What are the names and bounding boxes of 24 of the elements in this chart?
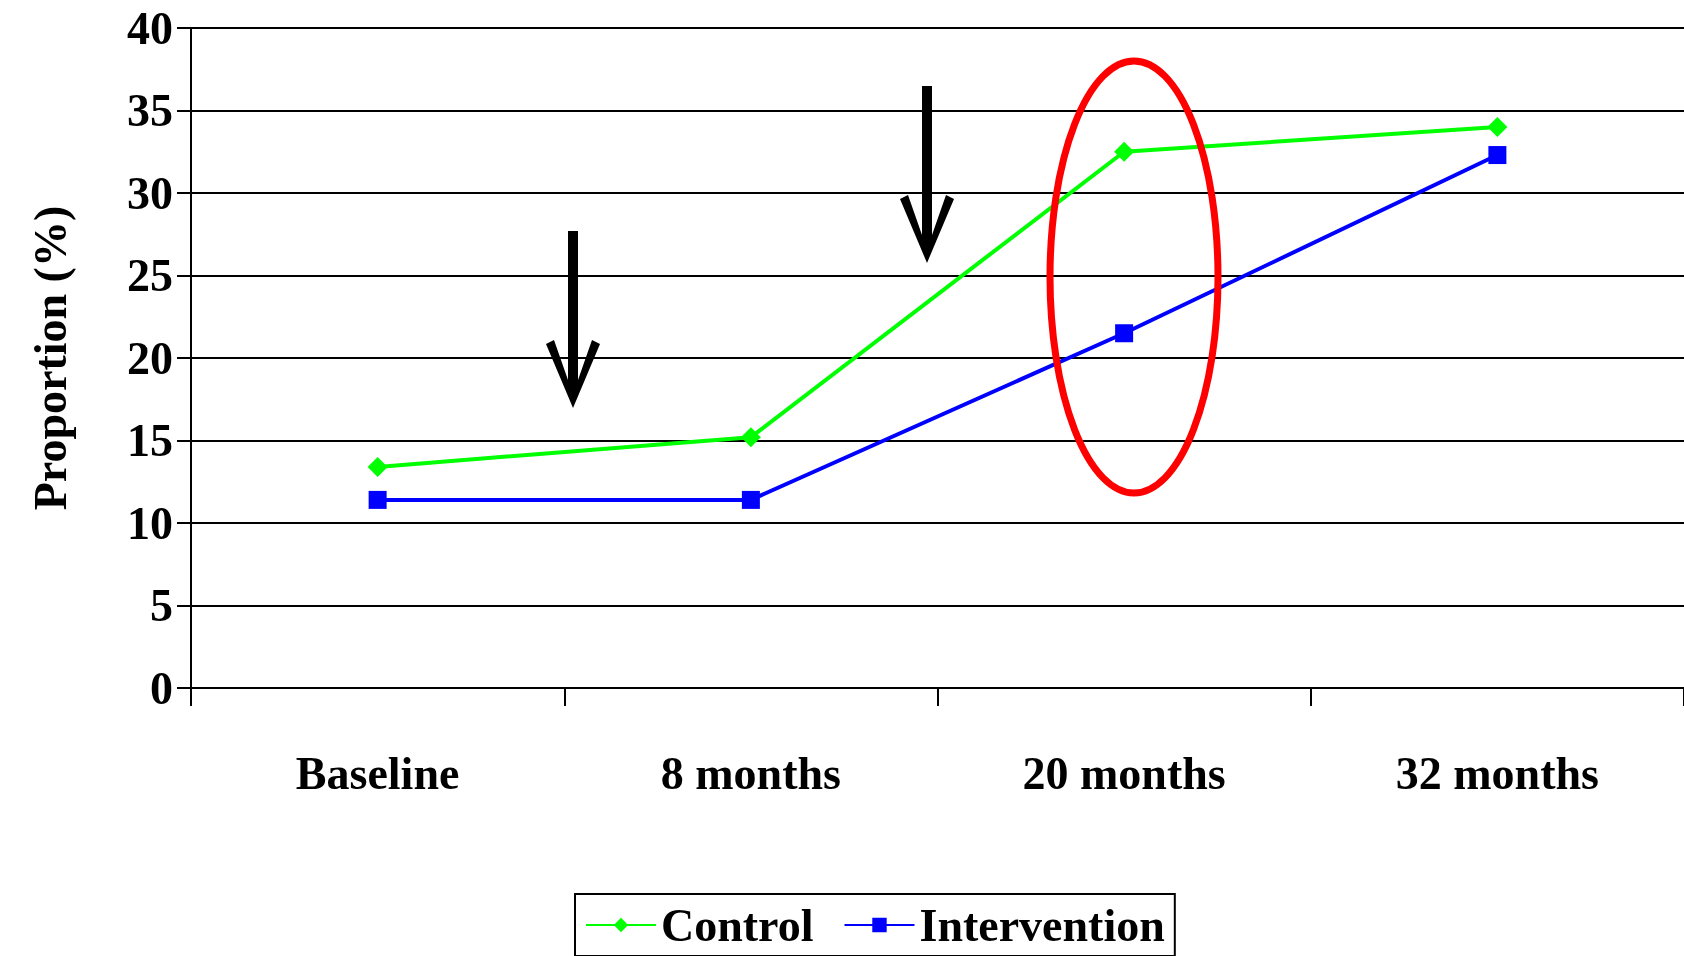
point [1115, 324, 1134, 343]
y-tick-label: 35 [127, 85, 173, 136]
x-tick-label: Baseline [295, 747, 460, 799]
point [1114, 141, 1135, 162]
y-tick-label: 0 [150, 662, 173, 714]
y-tick-label: 30 [127, 167, 173, 219]
x-tick-label: 8 months [660, 747, 841, 799]
y-tick-label: 25 [127, 250, 173, 301]
point [741, 490, 760, 509]
y-tick-label: 40 [127, 2, 173, 54]
y-axis-title: Proportion (%) [24, 205, 76, 511]
legend-label: Control [661, 899, 814, 951]
point [1488, 146, 1507, 165]
point [740, 427, 761, 448]
legend-label: Intervention [919, 899, 1165, 951]
point [367, 456, 388, 477]
y-tick-label: 10 [127, 497, 173, 549]
y-tick-label: 15 [127, 415, 173, 466]
y-tick-label: 5 [150, 580, 173, 631]
point [1487, 117, 1508, 137]
y-tick-label: 20 [127, 332, 173, 384]
x-tick-label: 32 months [1395, 747, 1599, 799]
point [368, 490, 387, 509]
x-tick-label: 20 months [1022, 747, 1226, 799]
